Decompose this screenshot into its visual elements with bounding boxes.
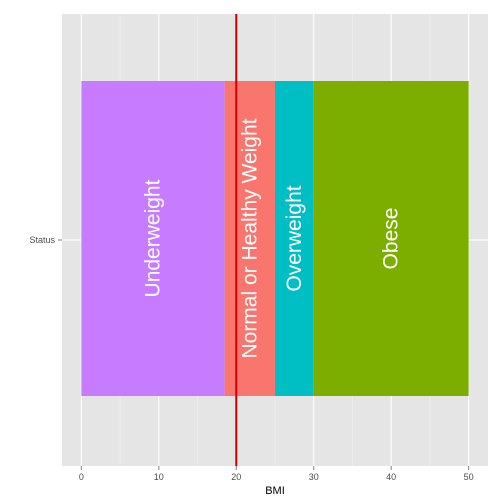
band-underweight [81, 81, 225, 396]
band-label: Normal or Healthy Weight [238, 118, 261, 358]
band-label: Obese [380, 208, 403, 270]
band-overweight [275, 81, 314, 396]
y-tick-label: Status [29, 235, 55, 245]
x-tick-label: 20 [231, 472, 241, 482]
band-obese [313, 81, 469, 396]
x-tick-label: 10 [154, 472, 164, 482]
status-bands [81, 81, 469, 396]
x-axis-title: BMI [265, 485, 285, 497]
y-axis: Status [29, 235, 62, 245]
x-tick-label: 40 [386, 472, 396, 482]
band-labels: Underweight Normal or Healthy Weight Overw… [142, 118, 403, 358]
x-tick-label: 0 [79, 472, 84, 482]
x-tick-label: 30 [309, 472, 319, 482]
band-normal-or-healthy-weight [224, 81, 275, 396]
band-label: Overweight [283, 185, 306, 291]
band-label: Underweight [142, 179, 165, 297]
x-axis: 0 10 20 30 40 50 [79, 466, 474, 482]
x-tick-label: 50 [464, 472, 474, 482]
